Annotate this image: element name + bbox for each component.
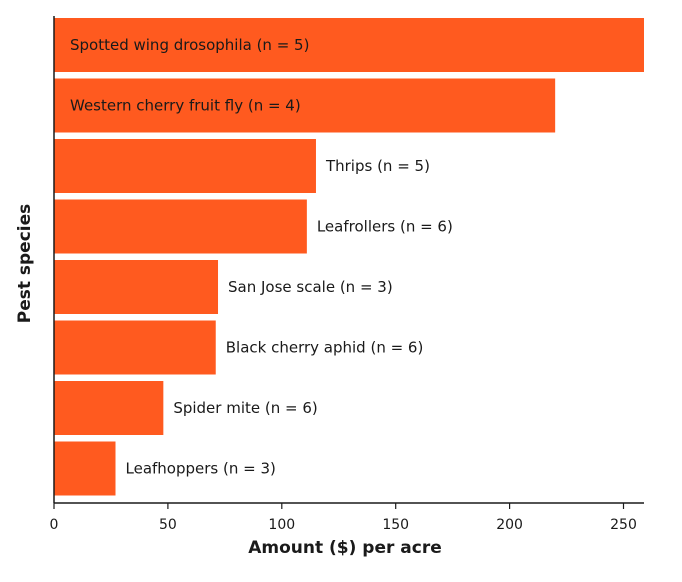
x-tick-label-5: 250	[610, 517, 637, 533]
bar-4	[54, 260, 219, 314]
bar-2	[54, 139, 316, 193]
bar-0	[54, 18, 644, 72]
bar-label-4: San Jose scale (n = 3)	[228, 278, 393, 296]
bar-5	[54, 320, 216, 375]
bar-label-3: Leafrollers (n = 6)	[317, 218, 453, 236]
bar-label-7: Leafhoppers (n = 3)	[126, 460, 276, 478]
x-axis-ticks: 0 50 100 150 200 250	[50, 503, 637, 533]
bar-label-5: Black cherry aphid (n = 6)	[226, 339, 424, 357]
x-tick-label-2: 100	[268, 517, 295, 533]
bar-7	[54, 441, 116, 496]
x-tick-label-3: 150	[382, 517, 409, 533]
x-axis-title: Amount ($) per acre	[248, 538, 442, 558]
bar-label-2: Thrips (n = 5)	[325, 157, 430, 175]
x-tick-label-0: 0	[50, 517, 59, 533]
x-tick-label-1: 50	[159, 517, 177, 533]
bar-label-6: Spider mite (n = 6)	[173, 399, 317, 417]
bar-6	[54, 381, 164, 435]
y-axis-title: Pest species	[15, 204, 35, 324]
bar-label-0: Spotted wing drosophila (n = 5)	[70, 36, 309, 54]
x-tick-label-4: 200	[496, 517, 523, 533]
bar-label-1: Western cherry fruit fly (n = 4)	[70, 97, 301, 115]
bars-group	[54, 18, 644, 496]
bar-1	[54, 78, 556, 133]
bar-labels-group: Spotted wing drosophila (n = 5) Western c…	[70, 36, 453, 478]
bar-3	[54, 199, 307, 254]
